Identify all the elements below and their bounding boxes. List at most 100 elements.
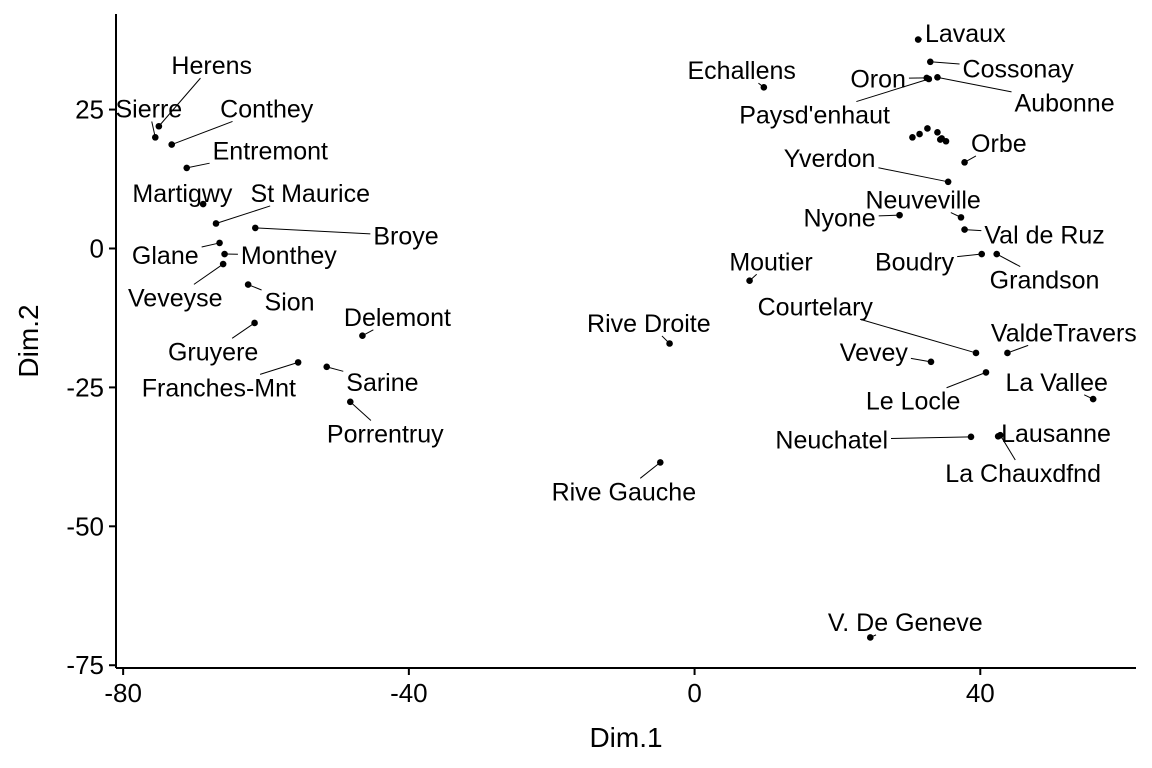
data-point	[916, 130, 923, 138]
point-label: Cossonay	[963, 55, 1075, 83]
leader-line	[255, 227, 371, 235]
data-point	[957, 214, 965, 221]
data-point	[866, 634, 874, 641]
data-point	[938, 135, 946, 142]
data-point	[896, 211, 903, 219]
leader-line	[946, 371, 987, 389]
data-point	[967, 433, 975, 441]
y-tick-label: -50	[66, 511, 104, 541]
data-point	[151, 134, 159, 141]
point-label: St Maurice	[251, 180, 370, 208]
x-tick-label: 0	[687, 678, 701, 708]
y-tick-label: 0	[90, 233, 104, 263]
point-label: Sarine	[346, 369, 418, 397]
leader-line	[639, 462, 661, 479]
leader-line	[231, 322, 255, 339]
leader-line	[215, 205, 271, 224]
data-point	[346, 398, 354, 406]
data-point	[294, 359, 302, 366]
point-labels: Herens Sierre Conthey Entremont Martigwy St M…	[116, 20, 1137, 637]
point-label: Herens	[171, 52, 252, 80]
leader-line	[878, 214, 900, 217]
leader-line	[186, 162, 210, 169]
leader-line	[930, 61, 960, 65]
data-point	[760, 84, 768, 91]
data-point	[666, 340, 673, 347]
data-point	[925, 75, 933, 83]
leader-line	[259, 361, 299, 375]
point-label: La Vallee	[1006, 369, 1108, 397]
data-point	[926, 58, 934, 66]
data-point	[221, 250, 228, 258]
point-label: Broye	[373, 223, 438, 251]
point-label: Veveyse	[128, 284, 223, 312]
data-point	[656, 459, 664, 466]
point-label: Rive Gauche	[552, 478, 697, 506]
label-leader-lines	[151, 38, 1094, 638]
axes	[115, 14, 1136, 669]
leader-line	[890, 436, 972, 439]
point-label: Nyone	[803, 204, 875, 232]
data-points	[151, 36, 1097, 641]
leader-line	[349, 401, 372, 421]
data-point	[972, 349, 980, 357]
point-label: Orbe	[971, 130, 1027, 158]
point-label: Conthey	[220, 95, 314, 123]
data-point	[982, 369, 990, 376]
point-label: Entremont	[213, 138, 328, 166]
point-label: Grandson	[990, 267, 1100, 295]
point-label: Moutier	[729, 248, 812, 276]
point-label: ValdeTravers	[991, 319, 1137, 347]
data-point	[212, 220, 220, 227]
point-label: Echallens	[688, 57, 796, 85]
point-label: Neuveville	[865, 187, 980, 215]
point-label: Glane	[132, 242, 199, 270]
leader-line	[158, 77, 201, 127]
point-label: Le Locle	[866, 388, 961, 416]
point-label: Val de Ruz	[984, 222, 1104, 250]
leader-line	[856, 78, 930, 103]
point-label: Paysd'enhaut	[739, 102, 890, 130]
data-point	[746, 277, 753, 285]
leader-line	[193, 263, 224, 285]
x-ticks: -80 -40 0 40	[104, 668, 995, 708]
point-label: Neuchatel	[775, 427, 888, 455]
data-point	[961, 226, 968, 233]
point-label: Monthey	[241, 242, 337, 270]
data-point	[961, 159, 968, 166]
data-point	[323, 363, 331, 371]
point-label: Aubonne	[1015, 89, 1115, 117]
leader-line	[996, 253, 1021, 268]
leader-line	[1007, 344, 1029, 354]
point-label: La Chauxdfnd	[945, 460, 1101, 488]
point-label: Rive Droite	[587, 310, 711, 338]
data-point	[914, 36, 922, 43]
data-point	[978, 250, 986, 258]
leader-line	[910, 357, 932, 363]
x-tick-label: -80	[104, 678, 142, 708]
data-point	[993, 250, 1001, 258]
data-point	[934, 74, 941, 81]
data-point	[1004, 349, 1011, 357]
point-label: Oron	[850, 65, 906, 93]
point-label: Lavaux	[925, 20, 1006, 48]
x-tick-label: 40	[966, 678, 995, 708]
point-label: Boudry	[875, 248, 955, 276]
point-label: Sierre	[116, 95, 183, 123]
x-tick-label: -40	[390, 678, 428, 708]
data-point	[909, 134, 916, 141]
point-label: Franches-Mnt	[142, 374, 296, 402]
y-tick-label: 25	[75, 95, 104, 125]
data-point	[996, 431, 1004, 439]
data-point	[199, 200, 207, 208]
data-point	[924, 125, 931, 132]
data-point	[216, 239, 223, 247]
data-point	[219, 260, 227, 268]
point-label: Sion	[265, 288, 315, 316]
point-label: Gruyere	[168, 338, 258, 366]
data-point	[244, 281, 252, 288]
y-axis-title: Dim.2	[13, 304, 44, 377]
leader-line	[957, 253, 982, 258]
leader-line	[999, 434, 1016, 461]
